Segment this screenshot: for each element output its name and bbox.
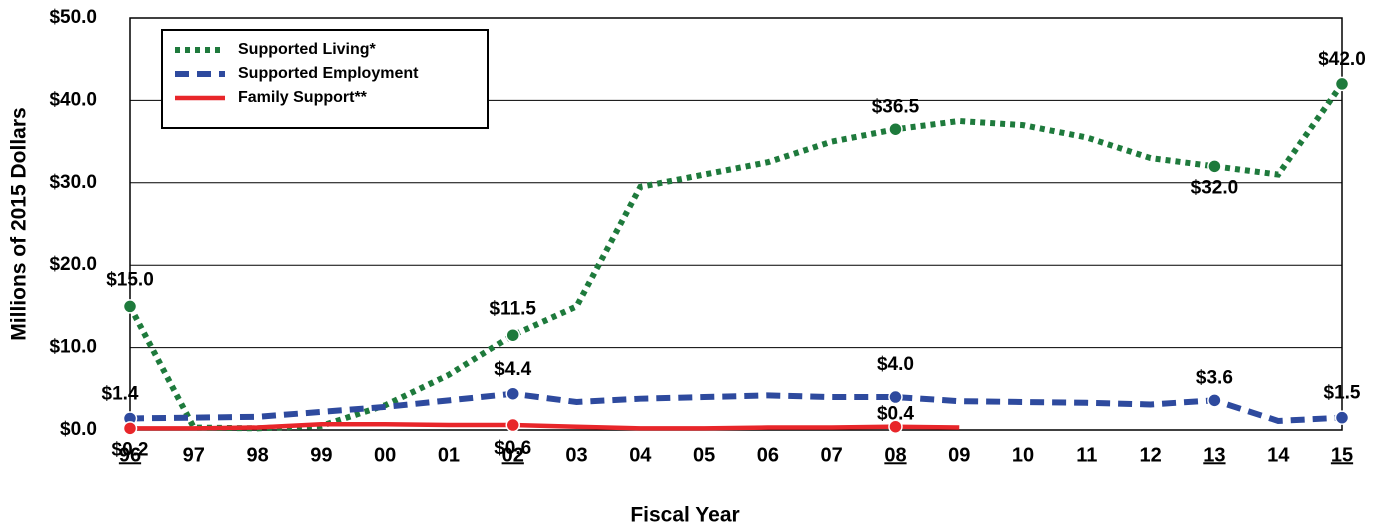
y-tick-label: $30.0 xyxy=(49,172,97,193)
x-tick-label: 04 xyxy=(629,444,652,466)
data-point xyxy=(505,386,520,401)
y-axis-title: Millions of 2015 Dollars xyxy=(8,107,31,340)
data-point xyxy=(888,419,903,434)
x-tick-label: 06 xyxy=(757,444,779,466)
data-label: $11.5 xyxy=(489,298,536,319)
data-label: $15.0 xyxy=(106,269,154,290)
x-tick-label: 98 xyxy=(246,444,268,466)
y-tick-label: $40.0 xyxy=(49,89,97,110)
data-label: $1.4 xyxy=(102,383,139,404)
x-tick-label: 07 xyxy=(821,444,843,466)
series-line xyxy=(127,82,1345,432)
data-point xyxy=(505,417,520,433)
data-point xyxy=(1207,393,1222,408)
data-label: $4.4 xyxy=(494,359,531,380)
data-label: $42.0 xyxy=(1318,49,1366,70)
x-tick-label: 00 xyxy=(374,444,396,466)
y-tick-label: $10.0 xyxy=(49,337,97,358)
x-tick-label: 08 xyxy=(884,444,906,466)
series-line xyxy=(129,390,1343,424)
data-label: $32.0 xyxy=(1191,177,1239,198)
x-tick-label: 03 xyxy=(565,444,587,466)
series-line xyxy=(130,421,960,431)
x-tick-label: 05 xyxy=(693,444,715,466)
data-point xyxy=(1334,410,1350,425)
data-label: $0.4 xyxy=(877,404,914,425)
x-tick-label: 01 xyxy=(438,444,460,466)
x-tick-label: 96 xyxy=(119,444,141,466)
data-label: $3.6 xyxy=(1196,367,1233,388)
x-tick-label: 02 xyxy=(502,444,524,466)
legend-label: Family Support** xyxy=(238,89,368,106)
y-tick-label: $0.0 xyxy=(60,419,97,440)
data-point xyxy=(505,327,520,343)
legend-label: Supported Living* xyxy=(238,41,377,58)
y-tick-label: $50.0 xyxy=(49,7,97,28)
legend-label: Supported Employment xyxy=(238,65,419,82)
y-tick-label: $20.0 xyxy=(49,254,97,275)
x-tick-label: 13 xyxy=(1203,444,1225,466)
data-point xyxy=(888,389,903,405)
x-tick-label: 15 xyxy=(1331,444,1353,466)
x-tick-label: 14 xyxy=(1267,444,1290,466)
data-label: $0.2 xyxy=(112,439,149,460)
x-tick-label: 09 xyxy=(948,444,970,466)
data-point xyxy=(1207,159,1222,174)
data-label: $1.5 xyxy=(1324,383,1361,404)
data-point xyxy=(122,299,138,314)
data-point xyxy=(122,421,138,436)
x-tick-label: 11 xyxy=(1076,444,1097,466)
data-label: $0.6 xyxy=(494,438,531,459)
legend: Supported Living* Supported Employment Fam… xyxy=(161,29,489,129)
data-label: $36.5 xyxy=(872,96,920,117)
x-tick-label: 99 xyxy=(310,444,332,466)
x-tick-label: 97 xyxy=(183,444,205,466)
x-tick-label: 10 xyxy=(1012,444,1034,466)
data-point xyxy=(888,121,903,137)
data-label: $4.0 xyxy=(877,354,914,375)
data-point xyxy=(1334,76,1350,92)
legend-box xyxy=(161,29,489,129)
x-tick-label: 12 xyxy=(1140,444,1162,466)
x-axis-title: Fiscal Year xyxy=(630,504,739,527)
